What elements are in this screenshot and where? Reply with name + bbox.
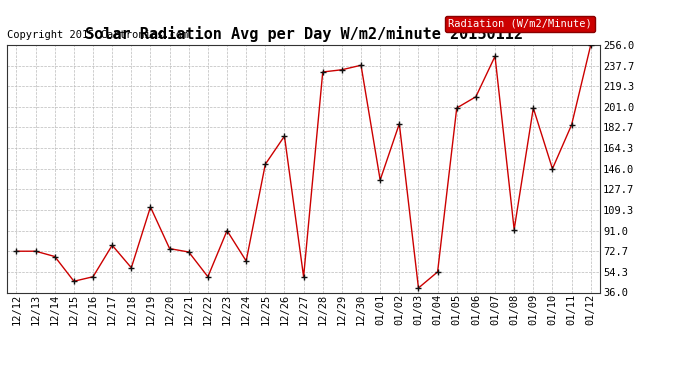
- Text: Copyright 2015 Cartronics.com: Copyright 2015 Cartronics.com: [7, 30, 188, 40]
- Legend: Radiation (W/m2/Minute): Radiation (W/m2/Minute): [445, 15, 595, 32]
- Title: Solar Radiation Avg per Day W/m2/minute 20150112: Solar Radiation Avg per Day W/m2/minute …: [85, 27, 522, 42]
